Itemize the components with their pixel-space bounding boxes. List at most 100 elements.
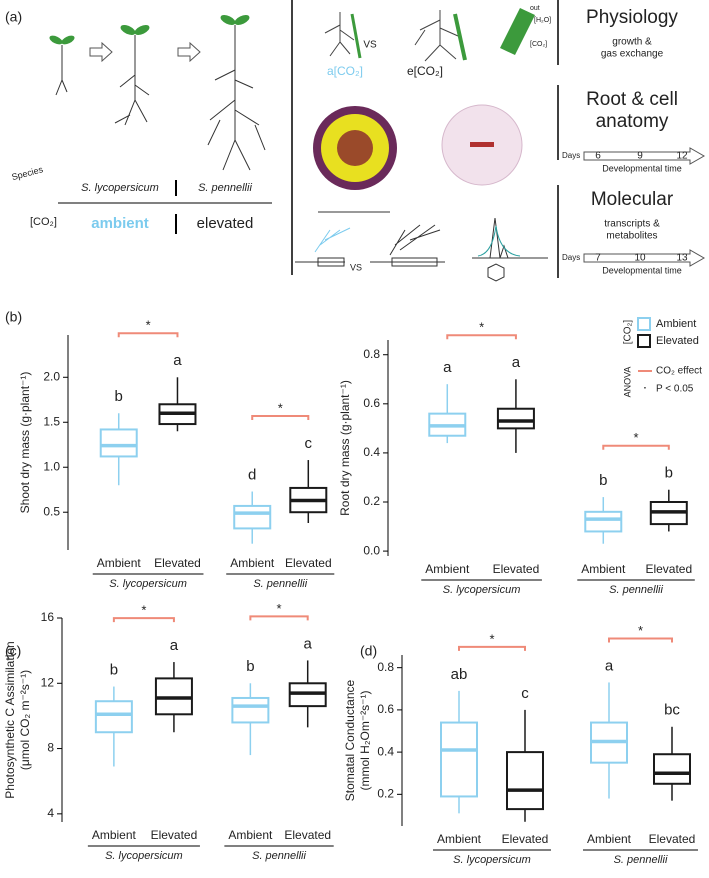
y-tick-label: 0.2 <box>363 494 380 508</box>
time-axis-label: Developmental time <box>602 265 682 275</box>
legend-swatch <box>637 317 651 331</box>
x-tick-label: Ambient <box>92 828 137 842</box>
x-tick-label: Ambient <box>228 828 273 842</box>
group-label: S. pennellii <box>252 850 306 862</box>
group-letter: c <box>521 685 529 702</box>
y-axis-label: Shoot dry mass (g·plant⁻¹) <box>18 372 32 514</box>
group-letter: a <box>170 637 179 654</box>
section-title: Molecular <box>591 189 674 210</box>
group-label: S. lycopersicum <box>443 584 521 596</box>
significance-mark: * <box>638 623 643 638</box>
box <box>584 510 623 533</box>
cross-section <box>470 142 494 147</box>
time-tick: 10 <box>634 253 646 264</box>
significance-mark: * <box>479 320 484 335</box>
leaf-label: [CO₂] <box>530 41 547 48</box>
y-tick-label: 4 <box>47 806 54 820</box>
y-axis-label: Stomatal Conductance <box>343 679 357 801</box>
group-label: S. lycopersicum <box>453 854 531 866</box>
root-drawings <box>324 10 459 62</box>
legend-label: CO₂ effect <box>656 366 702 377</box>
group-letter: d <box>248 466 256 483</box>
legend-label: Elevated <box>656 335 699 347</box>
box <box>653 753 691 785</box>
y-tick-label: 0.6 <box>363 396 380 410</box>
y-tick-label: 8 <box>47 741 54 755</box>
chromatogram <box>472 217 548 259</box>
leaves <box>49 15 250 45</box>
y-tick-label: 1.0 <box>43 459 60 473</box>
significance-mark: * <box>277 601 282 616</box>
group-letter: ab <box>451 666 468 683</box>
days-label: Days <box>562 253 580 262</box>
vs-label: VS <box>363 40 377 51</box>
y-tick-label: 16 <box>41 610 55 624</box>
y-tick-label: 0.6 <box>377 702 394 716</box>
x-tick-label: Ambient <box>437 832 482 846</box>
box <box>440 721 478 798</box>
panel-label: (a) <box>5 9 22 25</box>
y-tick-label: 0.5 <box>43 504 60 518</box>
box <box>233 504 272 530</box>
y-tick-label: 12 <box>41 675 55 689</box>
significance-mark: * <box>489 631 494 646</box>
time-tick: 13 <box>676 253 688 264</box>
time-tick: 6 <box>595 151 601 162</box>
legend-swatch <box>637 334 651 348</box>
y-tick-label: 0.4 <box>377 744 394 758</box>
group-letter: b <box>115 388 123 405</box>
group-letter: c <box>305 435 313 452</box>
time-arrow <box>583 147 706 165</box>
group-letter: a <box>304 635 313 652</box>
y-axis-label: Photosynthetic C Assimilation <box>3 641 17 798</box>
group-letter: b <box>665 465 673 482</box>
y-tick-label: 1.5 <box>43 414 60 428</box>
significance-bracket <box>602 444 670 450</box>
x-tick-label: Elevated <box>645 562 692 576</box>
x-tick-label: Ambient <box>230 556 275 570</box>
section-title: Root & cell <box>586 89 678 110</box>
shoot <box>350 13 362 59</box>
box <box>506 751 544 811</box>
co2-level: elevated <box>197 215 254 232</box>
significance-bracket <box>251 415 310 421</box>
panel-a: (a) Species S. lycopersicum S. pennellii… <box>5 0 559 282</box>
root-label: e[CO₂] <box>407 64 443 78</box>
panel-label: (b) <box>5 309 22 325</box>
significance-mark: * <box>278 400 283 415</box>
x-tick-label: Elevated <box>649 832 696 846</box>
section-subtitle: growth & <box>612 37 652 48</box>
x-tick-label: Ambient <box>97 556 142 570</box>
species-label: Species <box>11 164 45 182</box>
y-tick-label: 2.0 <box>43 369 60 383</box>
co2-level: ambient <box>91 215 149 232</box>
box <box>231 696 270 724</box>
leaf-label: [H₂O] <box>534 17 551 24</box>
significance-bracket <box>249 615 309 621</box>
significance-bracket <box>117 332 179 338</box>
leaf-label: out <box>530 5 540 12</box>
x-tick-label: Elevated <box>285 556 332 570</box>
group-label: S. pennellii <box>614 854 668 866</box>
group-letter: a <box>605 657 614 674</box>
gene-diagram <box>314 227 351 253</box>
box <box>496 407 535 430</box>
molecule <box>487 263 505 282</box>
leaf <box>500 8 535 55</box>
significance-bracket <box>458 645 526 651</box>
group-label: S. lycopersicum <box>105 850 183 862</box>
significance-mark: * <box>141 603 146 618</box>
y-tick-label: 0.2 <box>377 787 394 801</box>
species-name: S. lycopersicum <box>81 182 159 194</box>
group-label: S. pennellii <box>609 584 663 596</box>
time-arrow <box>583 249 706 267</box>
panel-label: (d) <box>360 643 377 659</box>
group-letter: b <box>246 658 254 675</box>
time-tick: 7 <box>595 253 601 264</box>
y-tick-label: 0.8 <box>363 347 380 361</box>
significance-mark: * <box>634 430 639 445</box>
group-letter: b <box>110 662 118 679</box>
growth-arrows <box>89 41 201 63</box>
x-tick-label: Ambient <box>587 832 632 846</box>
